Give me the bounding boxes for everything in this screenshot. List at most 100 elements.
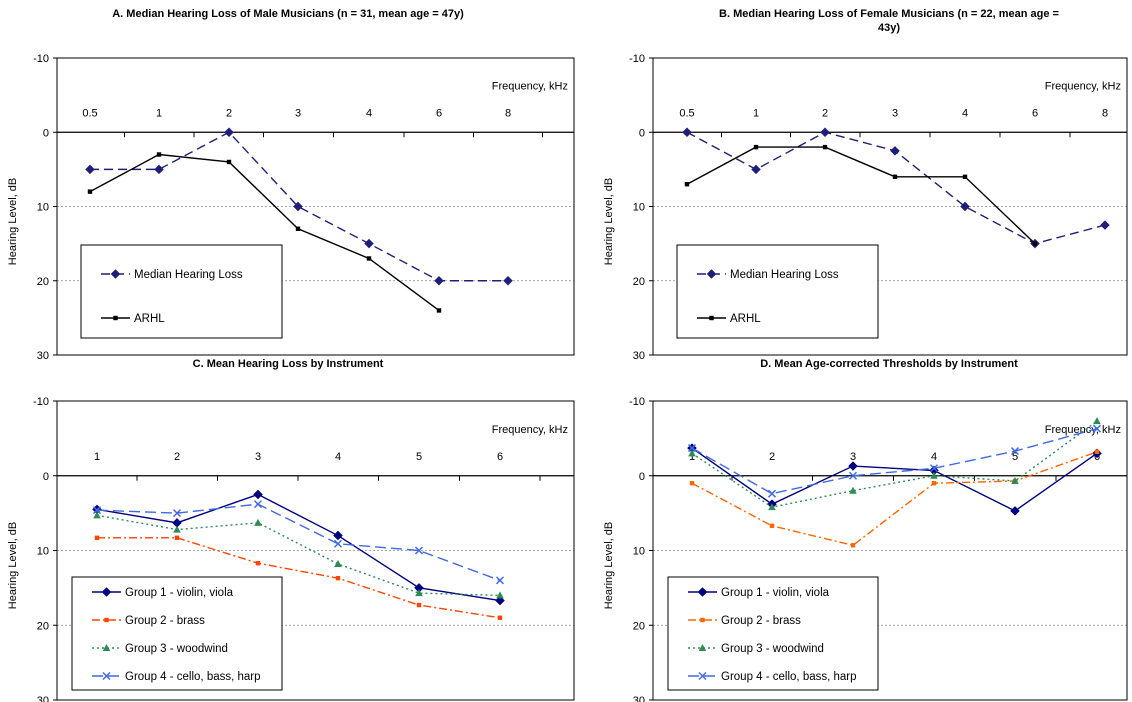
chart-a-series-1-point-shape — [364, 238, 374, 249]
chart-c-series-2-point-shape — [497, 615, 503, 620]
chart-b-series-2-point-shape — [822, 144, 828, 150]
chart-d-series-3-line — [691, 420, 1098, 508]
chart-b-series-2-point-shape — [753, 144, 759, 150]
chart-a-series-2-point — [226, 159, 232, 165]
chart-c-series-3-point — [415, 589, 423, 597]
chart-a-ytick-label: 10 — [37, 202, 49, 214]
chart-d-series-4-point — [1092, 424, 1102, 433]
chart-a-series-2-line — [89, 153, 440, 312]
chart-b-series-1 — [682, 127, 1110, 249]
chart-b-legend-label: Median Hearing Loss — [730, 269, 839, 281]
chart-c-series-2-point-shape — [416, 602, 422, 608]
chart-d-series-4-point — [687, 444, 697, 453]
chart-b-series-1-point-shape — [890, 145, 900, 156]
chart-d-legend-swatch-marker-shape — [700, 617, 705, 623]
chart-a-series-2-point-shape — [366, 256, 372, 261]
chart-c-legend-entry: Group 3 - woodwind — [92, 643, 228, 655]
chart-a-legend-label: ARHL — [134, 313, 165, 325]
chart-d-title-line-1: D. Mean Age-corrected Thresholds by Inst… — [760, 358, 1018, 370]
chart-d-legend-swatch-marker — [697, 587, 708, 597]
chart-c-ytick-label: 10 — [37, 546, 49, 558]
chart-d-series-3-point — [930, 471, 938, 479]
chart-b-xtick-label: 6 — [1032, 107, 1038, 119]
chart-c-legend-swatch-marker-shape — [101, 587, 112, 597]
chart-c-legend: Group 1 - violin, viola Group 2 - brass Gr… — [71, 576, 283, 691]
chart-d-legend-swatch-marker-shape — [698, 671, 707, 681]
chart-c-series-3-point-shape — [496, 591, 504, 599]
chart-c-series-3-point-shape — [93, 511, 101, 519]
chart-d-series-1-point — [1010, 506, 1020, 516]
chart-d-series-2-point — [689, 481, 695, 486]
chart-c-series-3-point-shape — [254, 518, 262, 526]
chart-d-series-2-point-shape — [769, 523, 775, 529]
chart-b-series-2-point — [962, 174, 968, 179]
chart-c-series-4 — [92, 500, 505, 585]
chart-c-series-1-point-shape — [333, 530, 343, 541]
chart-a-series-1-point — [154, 164, 164, 175]
chart-d-series-4-point — [848, 471, 858, 480]
chart-c-xtick-label: 1 — [94, 451, 100, 463]
chart-a-xtick-label: 8 — [505, 107, 511, 119]
chart-c-legend-label: Group 2 - brass — [125, 615, 205, 627]
chart-c-legend-swatch-marker-shape — [102, 671, 111, 681]
chart-a-series-2-point-shape — [436, 308, 442, 313]
chart-d-series-4-point-shape — [687, 444, 697, 453]
chart-c-series-3-point — [173, 525, 181, 533]
chart-b-series-1-point — [1100, 220, 1110, 230]
chart-d-series-2-point — [850, 543, 856, 548]
chart-a-series-2-point — [366, 256, 372, 261]
chart-d-legend-label: Group 4 - cello, bass, harp — [721, 671, 857, 683]
chart-d-series-1-point-shape — [1010, 506, 1020, 516]
chart-c-series-2-point-shape — [174, 535, 180, 540]
chart-a-series-2-point-shape — [295, 226, 301, 231]
chart-b: B. Median Hearing Loss of Female Musicia… — [603, 8, 1128, 362]
chart-d-series-4-point-shape — [929, 464, 939, 473]
chart-a-series-1-point-shape — [434, 275, 444, 286]
chart-a-series-1-point — [364, 238, 374, 249]
chart-b-series-2-point — [892, 174, 898, 179]
chart-d-series-3-point — [1011, 476, 1019, 484]
chart-c-series-1-point — [253, 489, 263, 500]
chart-c-legend-label: Group 3 - woodwind — [125, 643, 228, 655]
chart-c-series-4-line — [96, 503, 501, 582]
chart-a-series-2-point — [295, 226, 301, 231]
chart-c-series-2-point — [255, 561, 261, 566]
chart-c-series-2-point — [416, 602, 422, 608]
chart-c-series-3-point — [93, 511, 101, 519]
chart-c-legend-entry: Group 4 - cello, bass, harp — [92, 671, 261, 683]
chart-b-series-1-point-shape — [820, 127, 830, 138]
chart-c-legend-swatch-marker — [104, 617, 109, 623]
chart-d-legend-entry: Group 3 - woodwind — [688, 643, 824, 655]
chart-d-legend-swatch-marker — [698, 644, 707, 651]
chart-d-series-2-point — [769, 523, 775, 529]
chart-a: A. Median Hearing Loss of Male Musicians… — [7, 8, 575, 362]
chart-b-series-1-point-shape — [682, 127, 692, 138]
chart-c-series-1-point-shape — [253, 489, 263, 500]
chart-b-legend-swatch-marker — [709, 315, 714, 321]
chart-d-series-3-point-shape — [849, 486, 857, 494]
chart-c-series-2-point — [335, 575, 341, 581]
chart-d-ytick-label: 0 — [639, 471, 645, 483]
chart-c-legend-entry: Group 2 - brass — [92, 615, 205, 627]
chart-c-series-3 — [93, 511, 504, 599]
chart-b-xtick-label: 8 — [1102, 107, 1108, 119]
chart-b-legend-entry: ARHL — [697, 313, 761, 325]
chart-a-series-1-point — [503, 275, 513, 286]
chart-b-ytick-label: 20 — [633, 276, 645, 288]
chart-c-series-2-point-shape — [94, 535, 100, 540]
chart-d-xtick-label: 2 — [769, 451, 775, 463]
chart-a-title-line-1: A. Median Hearing Loss of Male Musicians… — [112, 8, 464, 20]
chart-a-legend-swatch-marker-shape — [113, 315, 118, 321]
chart-d-series-4-line — [691, 427, 1098, 495]
chart-b-series-2-line — [686, 146, 1036, 245]
chart-a-series-2-point — [436, 308, 442, 313]
chart-b-series-2-point-shape — [684, 182, 690, 187]
chart-c-series-4-point — [495, 576, 505, 585]
chart-a-series-1-point-shape — [503, 275, 513, 286]
chart-d-series-2-point-shape — [850, 543, 856, 548]
chart-c-series-4-point — [92, 506, 102, 515]
chart-a-series-1-point — [434, 275, 444, 286]
chart-d-series-1-line — [691, 447, 1098, 512]
chart-d-series-4-point — [929, 464, 939, 473]
